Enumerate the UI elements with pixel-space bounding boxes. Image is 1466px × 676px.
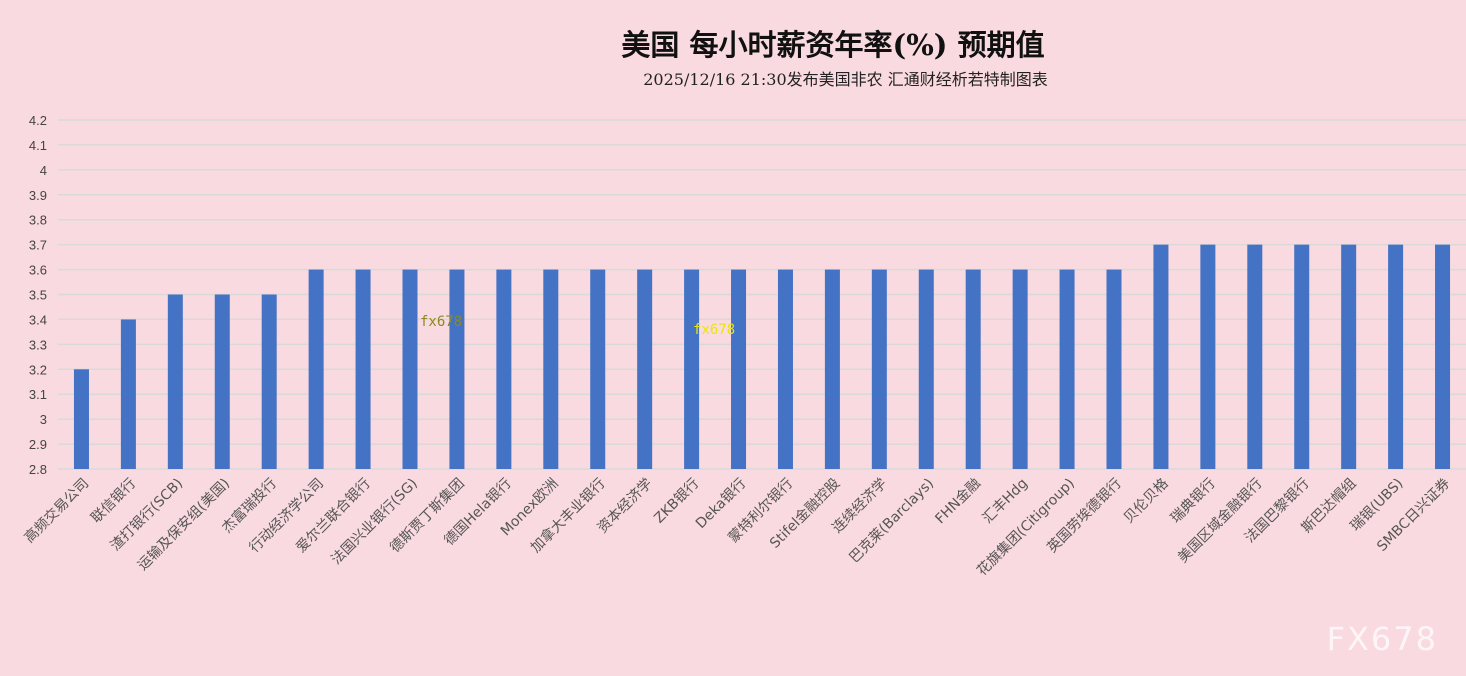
bar bbox=[402, 269, 418, 469]
bar bbox=[824, 269, 840, 469]
bar bbox=[1247, 244, 1263, 469]
y-tick-label: 3.1 bbox=[29, 387, 47, 402]
y-tick-label: 3.7 bbox=[29, 238, 47, 253]
bar bbox=[1153, 244, 1169, 469]
chart-title: 美国 每小时薪资年率(%) 预期值 bbox=[621, 28, 1045, 62]
watermark-text: fx678 bbox=[420, 314, 463, 330]
bar bbox=[871, 269, 887, 469]
bar bbox=[167, 294, 183, 469]
bar bbox=[684, 269, 700, 469]
bar bbox=[543, 269, 559, 469]
x-tick-label: 高频交易公司 bbox=[21, 475, 92, 546]
x-tick-label: FHN金融 bbox=[932, 476, 984, 528]
chart-subtitle: 2025/12/16 21:30发布美国非农 汇通财经析若特制图表 bbox=[643, 70, 1048, 89]
y-tick-label: 3.8 bbox=[29, 213, 47, 228]
bar bbox=[777, 269, 793, 469]
bar bbox=[1200, 244, 1216, 469]
y-tick-label: 3.4 bbox=[29, 312, 47, 327]
bar bbox=[590, 269, 606, 469]
bar bbox=[731, 269, 747, 469]
bar bbox=[637, 269, 653, 469]
y-tick-label: 3.2 bbox=[29, 362, 47, 377]
y-tick-label: 3 bbox=[40, 412, 47, 427]
y-tick-label: 4.2 bbox=[29, 113, 47, 128]
y-tick-label: 3.6 bbox=[29, 263, 47, 278]
bar bbox=[1106, 269, 1122, 469]
bar bbox=[1012, 269, 1028, 469]
y-tick-label: 2.8 bbox=[29, 462, 47, 477]
watermark-text: fx678 bbox=[693, 322, 736, 338]
bar bbox=[120, 319, 136, 469]
bar bbox=[1388, 244, 1404, 469]
bar bbox=[1059, 269, 1075, 469]
x-tick-label: 法国兴业银行(SG) bbox=[328, 476, 420, 568]
x-tick-label: 美国区域金融银行 bbox=[1175, 476, 1266, 567]
watermark-logo: FX678 bbox=[1326, 620, 1438, 658]
y-tick-label: 4 bbox=[40, 163, 47, 178]
bar bbox=[73, 369, 89, 469]
x-tick-label: 巴克莱(Barclays) bbox=[846, 476, 937, 567]
bar bbox=[1341, 244, 1357, 469]
x-tick-label: 贝伦贝格 bbox=[1121, 476, 1172, 527]
bar bbox=[496, 269, 512, 469]
y-tick-label: 3.3 bbox=[29, 337, 47, 352]
y-tick-label: 4.1 bbox=[29, 138, 47, 153]
bar bbox=[261, 294, 277, 469]
bar bbox=[355, 269, 371, 469]
bar bbox=[449, 269, 465, 469]
bar bbox=[1294, 244, 1310, 469]
bar bbox=[918, 269, 934, 469]
y-tick-label: 3.5 bbox=[29, 288, 47, 303]
bar bbox=[1435, 244, 1451, 469]
y-tick-label: 3.9 bbox=[29, 188, 47, 203]
bar bbox=[308, 269, 324, 469]
bar bbox=[214, 294, 230, 469]
y-tick-label: 2.9 bbox=[29, 437, 47, 452]
bar bbox=[965, 269, 981, 469]
